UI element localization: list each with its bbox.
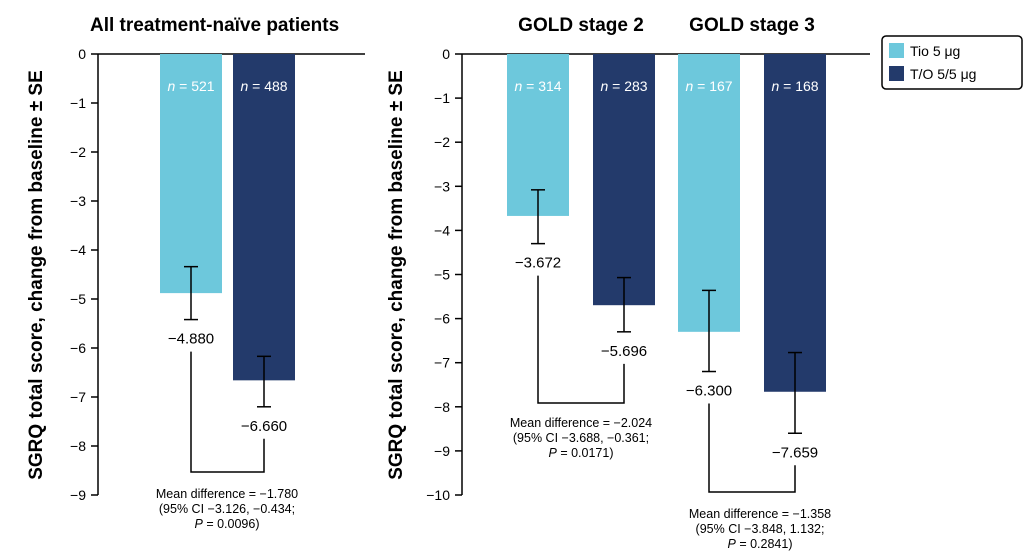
bar [593, 54, 655, 306]
mean-difference-annotation: P = 0.0096) [195, 517, 260, 531]
legend-swatch-to [889, 66, 904, 81]
panel-all-treatment-naive: All treatment-naïve patients SGRQ total … [26, 15, 339, 480]
bar [233, 54, 295, 381]
mean-difference-annotation: Mean difference = −1.780 [156, 487, 298, 501]
mean-difference-annotation: Mean difference = −2.024 [510, 416, 652, 430]
panel-title-all-treatment-naive: All treatment-naïve patients [90, 15, 339, 36]
mean-difference-annotation: (95% CI −3.848, 1.132; [696, 522, 825, 536]
value-label-bg [594, 340, 654, 361]
bar-n-label: n = 167 [685, 78, 732, 94]
y-tick-label: −2 [70, 144, 86, 160]
bar-n-label: n = 283 [600, 78, 647, 94]
bar [507, 54, 569, 216]
value-label-bg [765, 442, 825, 463]
y-tick-label: −6 [434, 311, 450, 327]
y-tick-label: −7 [70, 389, 86, 405]
y-tick-label: 0 [78, 46, 86, 62]
mean-difference-annotation: P = 0.2841) [728, 537, 793, 551]
panel-gold-stages: GOLD stage 2 GOLD stage 3 SGRQ total sco… [386, 15, 815, 480]
y-tick-label: −10 [426, 487, 450, 503]
bar-value-label: −4.880 [168, 331, 214, 348]
y-tick-label: −7 [434, 355, 450, 371]
value-label-bg [679, 380, 739, 401]
legend: Tio 5 μg T/O 5/5 μg [881, 35, 1023, 90]
value-label-bg [508, 252, 568, 273]
legend-label-to: T/O 5/5 μg [910, 66, 976, 82]
y-tick-label: −3 [434, 178, 450, 194]
difference-bracket [190, 351, 265, 473]
bar-n-label: n = 488 [240, 78, 287, 94]
bar-n-label: n = 521 [167, 78, 214, 94]
bar-value-label: −7.659 [772, 444, 818, 461]
bar-value-label: −5.696 [601, 343, 647, 360]
y-tick-label: −2 [434, 134, 450, 150]
mean-difference-annotation: P = 0.0171) [549, 446, 614, 460]
legend-box [881, 35, 1023, 90]
y-tick-label: −4 [70, 242, 86, 258]
bar-value-label: −3.672 [515, 255, 561, 272]
bar-value-label: −6.300 [686, 383, 732, 400]
y-tick-label: −5 [434, 267, 450, 283]
bar-n-label: n = 314 [514, 78, 561, 94]
y-tick-label: −1 [70, 95, 86, 111]
bar-n-label: n = 168 [771, 78, 818, 94]
y-tick-label: −1 [434, 90, 450, 106]
y-axis-label-left: SGRQ total score, change from baseline ±… [26, 70, 47, 480]
bar-value-label: −6.660 [241, 418, 287, 435]
bar [764, 54, 826, 392]
mean-difference-annotation: (95% CI −3.126, −0.434; [159, 502, 295, 516]
bar [678, 54, 740, 332]
y-tick-label: −6 [70, 340, 86, 356]
y-tick-label: −3 [70, 193, 86, 209]
mean-difference-annotation: Mean difference = −1.358 [689, 507, 831, 521]
y-tick-label: −8 [434, 399, 450, 415]
group-title-gold-stage-3: GOLD stage 3 [689, 15, 815, 36]
plot-area-1: 0 −1 −2 −3 −4 −5 −6 −7 −8 −9 −10 n = 314 −3.672 n = 2… [426, 46, 870, 551]
plot-area-0: 0 −1 −2 −3 −4 −5 −6 −7 −8 −9 n = 521 −4.880 n = 488 −… [70, 46, 365, 531]
group-title-gold-stage-2: GOLD stage 2 [518, 15, 644, 36]
legend-label-tio: Tio 5 μg [910, 43, 960, 59]
value-label-bg [234, 415, 294, 436]
y-tick-label: −4 [434, 222, 450, 238]
y-tick-label: −9 [434, 443, 450, 459]
difference-bracket [537, 275, 625, 404]
bar [160, 54, 222, 294]
mean-difference-annotation: (95% CI −3.688, −0.361; [513, 431, 649, 445]
y-tick-label: −5 [70, 291, 86, 307]
y-tick-label: 0 [442, 46, 450, 62]
y-tick-label: −8 [70, 438, 86, 454]
value-label-bg [161, 328, 221, 349]
difference-bracket [708, 403, 796, 493]
legend-swatch-tio [889, 43, 904, 58]
y-tick-label: −9 [70, 487, 86, 503]
y-axis-label-right: SGRQ total score, change from baseline ±… [386, 70, 407, 480]
